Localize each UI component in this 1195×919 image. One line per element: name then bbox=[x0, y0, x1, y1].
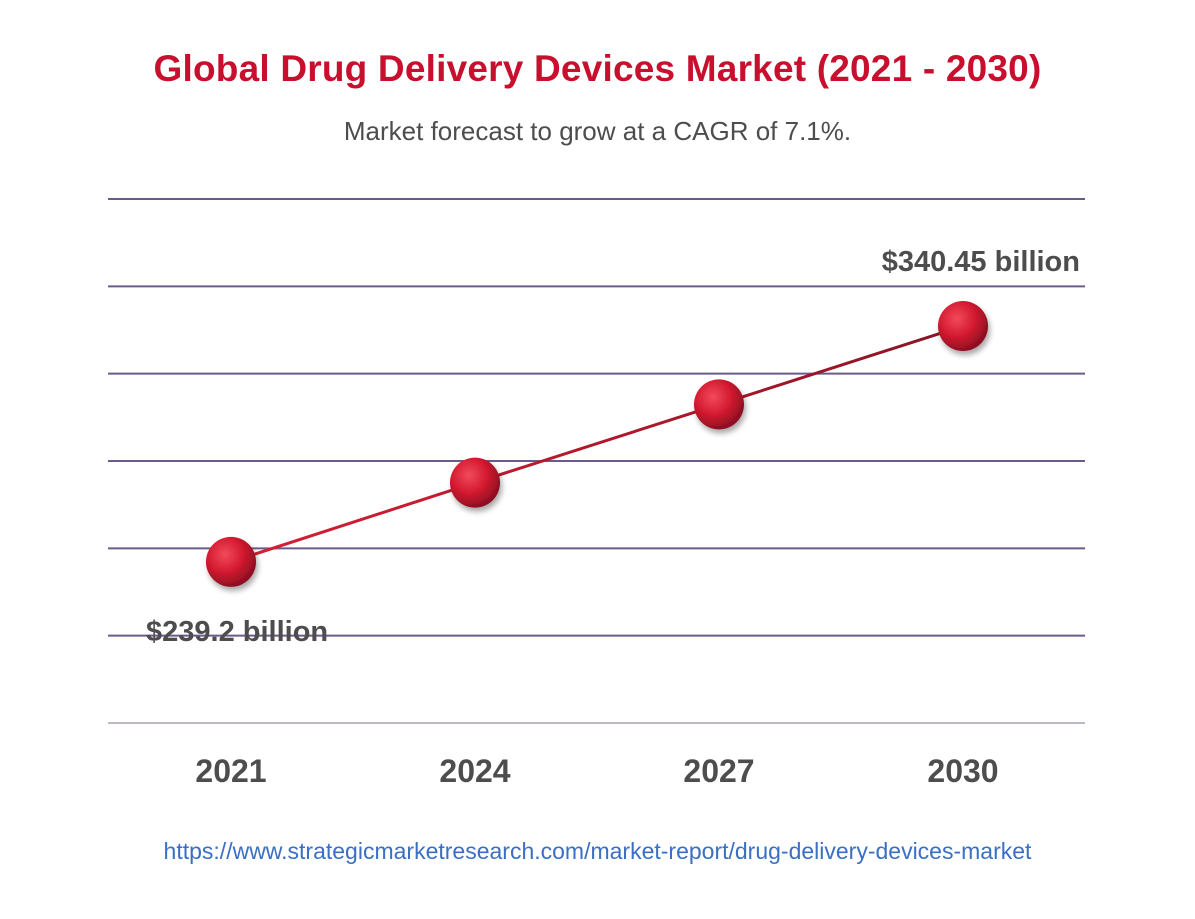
series-line bbox=[230, 324, 964, 564]
chart-subtitle: Market forecast to grow at a CAGR of 7.1… bbox=[343, 116, 852, 146]
data-labels: $239.2 billion $340.45 billion bbox=[146, 246, 1080, 648]
x-tick-label-2021: 2021 bbox=[195, 753, 266, 789]
x-axis-ticks: 2021 2024 2027 2030 bbox=[195, 753, 998, 789]
data-points bbox=[206, 301, 988, 587]
data-point-2030 bbox=[938, 301, 988, 352]
chart-title: Global Drug Delivery Devices Market (202… bbox=[153, 48, 1042, 89]
x-tick-label-2030: 2030 bbox=[927, 753, 998, 789]
data-point-2024 bbox=[450, 457, 500, 508]
source-link[interactable]: https://www.strategicmarketresearch.com/… bbox=[163, 838, 1032, 864]
data-label-2030: $340.45 billion bbox=[882, 246, 1080, 278]
x-tick-label-2027: 2027 bbox=[683, 753, 754, 789]
x-tick-label-2024: 2024 bbox=[439, 753, 510, 789]
data-point-2027 bbox=[694, 379, 744, 430]
data-point-2021 bbox=[206, 536, 256, 587]
series-line-path bbox=[230, 324, 964, 564]
data-label-2021: $239.2 billion bbox=[146, 616, 328, 648]
